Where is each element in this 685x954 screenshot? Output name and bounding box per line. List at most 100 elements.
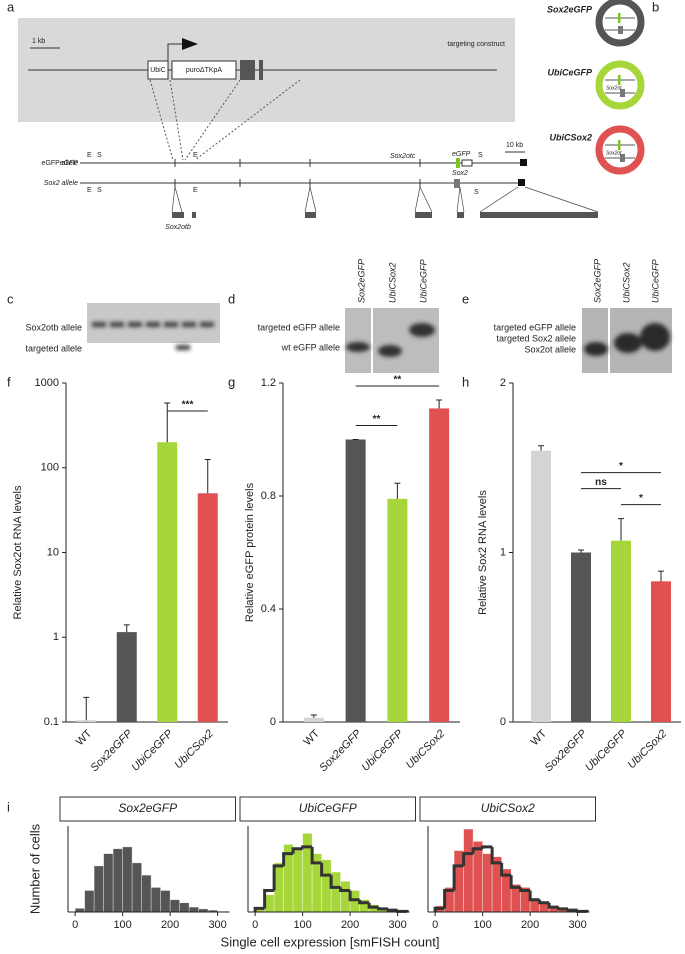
bar [387,498,408,722]
outline-step [329,875,341,889]
line-label: Sox2eGFP [547,4,593,14]
significance-label: ** [373,414,381,425]
panel-letter: i [7,799,10,814]
outline-step [509,875,521,889]
line-label: UbiCeGFP [547,67,593,77]
y-axis-label: Relative eGFP protein levels [244,482,256,622]
band-label: Sox2otb allele [25,322,82,332]
promoter-label: UbiC [150,67,166,74]
x-tick-label: Sox2eGFP [317,727,364,774]
significance-label: ns [595,477,607,488]
panel-letter: e [462,291,469,306]
lane-label: Sox2eGFP [356,259,366,303]
band-label: targeted eGFP allele [258,322,340,332]
allele-label: eGFP allele [42,160,79,167]
gene-label: Sox2ot [606,85,622,91]
x-tick-label: 200 [161,919,179,931]
site: S [97,187,102,194]
outline-step [377,907,389,911]
x-tick-label: 0 [432,919,438,931]
error-bar [83,696,90,721]
outline-step [263,889,275,909]
outline-step [528,890,540,902]
significance-label: * [639,493,643,504]
x-tick-label: 100 [293,919,311,931]
outline-step [433,906,445,912]
bar [116,632,137,722]
error-bar [618,518,624,541]
x-tick-label: 300 [568,919,586,931]
histogram-bar [463,828,474,913]
site: E [87,152,92,159]
promoter-box [147,60,169,80]
histogram-bar [84,890,95,913]
bar [345,439,366,722]
band-label: wt eGFP allele [281,342,340,352]
histogram-bar [93,865,104,913]
outline-step [282,852,294,866]
lane-label: UbiCeGFP [418,259,428,303]
error-bar [123,624,130,633]
x-tick-label: Sox2eGFP [543,727,590,774]
histogram-bar [179,902,190,913]
x-tick-label: Sox2eGFP [88,727,135,774]
title-box [419,796,596,822]
x-tick-label: 200 [521,919,539,931]
outline-step [320,862,332,877]
y-tick-label: 2 [500,377,506,389]
y-tick-label: 0.4 [261,603,276,615]
title-box [59,796,236,822]
error-bar [310,714,317,718]
y-tick-label: 0.8 [261,490,276,502]
construct-label: targeting construct [447,41,505,48]
y-tick-label: 1.2 [261,377,276,389]
outline-step [557,907,569,911]
gene-label: Sox2ot [606,150,622,156]
y-axis-label: Number of cells [27,823,42,914]
outline-step [348,890,360,902]
scale-label: 10 kb [506,142,523,149]
exon [240,60,255,80]
x-tick-label: 100 [113,919,131,931]
y-tick-label: 0.1 [44,716,59,728]
sox2-box [454,179,460,188]
x-tick-label: WT [301,727,322,748]
gene-label: Sox2otb [165,224,191,231]
outline-step [462,852,474,866]
histogram-bar [103,853,114,913]
lane-label: UbiCSox2 [387,262,397,303]
gel-bands [584,323,670,356]
outline-step [367,902,379,909]
x-tick-label: UbiCSox2 [172,728,216,772]
error-bar [204,459,211,494]
histogram-bar [112,848,123,913]
title: Sox2eGFP [118,801,177,815]
y-tick-label: 100 [41,462,59,474]
bar [429,408,450,722]
gene-label: eGFP [452,151,471,158]
significance-label: ** [393,375,401,386]
exon-ticks [174,159,421,187]
cell-icon [595,0,645,175]
allele-label: Sox2 allele [44,180,78,187]
bar [76,720,97,722]
outline-step [272,864,284,891]
bar [651,581,671,722]
site: S [478,152,483,159]
gel-bands [92,322,214,350]
y-tick-label: 1000 [35,377,59,389]
panel-letter: d [228,291,235,306]
cassette-box [171,60,237,80]
x-tick-label: WT [74,727,95,748]
scale-label: 1 kb [32,38,45,45]
outline-step [471,847,483,854]
outline-step [310,846,322,865]
outline-step [301,845,313,849]
outline-step [443,889,455,909]
panel-letter: c [7,291,14,306]
bar [303,717,324,722]
significance-label: *** [182,400,194,411]
exon [520,159,527,166]
exons-zoom [172,212,598,218]
y-tick-label: 0 [500,716,506,728]
